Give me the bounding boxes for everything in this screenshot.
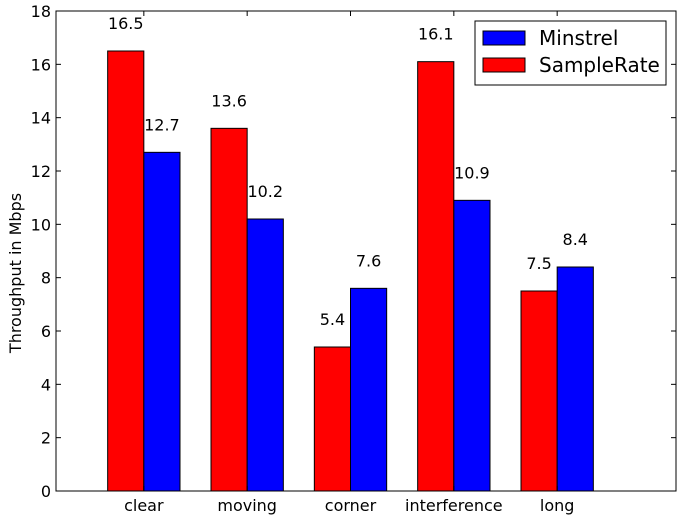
y-tick-label: 4 <box>41 375 51 394</box>
data-label-samplerate-moving: 13.6 <box>211 91 247 110</box>
data-label-minstrel-moving: 10.2 <box>247 182 283 201</box>
data-label-samplerate-clear: 16.5 <box>108 14 144 33</box>
y-tick-label: 2 <box>41 429 51 448</box>
x-tick-label-interference: interference <box>405 496 503 515</box>
y-tick-label: 0 <box>41 482 51 501</box>
legend-label-samplerate: SampleRate <box>539 53 660 77</box>
data-labels: 16.5 13.6 5.4 16.1 7.5 12.7 10.2 7.6 10.9 8.4 <box>108 14 588 329</box>
data-label-samplerate-corner: 5.4 <box>320 310 345 329</box>
bar-minstrel-clear <box>143 151 181 492</box>
bar-minstrel-moving <box>246 218 284 492</box>
x-tick-label-corner: corner <box>325 496 377 515</box>
legend-label-minstrel: Minstrel <box>539 26 618 50</box>
y-tick-label: 14 <box>31 109 51 128</box>
y-tick-label: 12 <box>31 162 51 181</box>
bar-samplerate-interference <box>417 61 455 492</box>
y-axis-title: Throughput in Mbps <box>6 193 25 354</box>
x-tick-label-moving: moving <box>217 496 277 515</box>
y-tick-label: 6 <box>41 322 51 341</box>
y-axis: 0 2 4 6 8 10 12 14 16 18 <box>31 2 676 501</box>
x-tick-label-clear: clear <box>124 496 164 515</box>
legend-swatch-samplerate <box>482 57 526 73</box>
bar-samplerate-moving <box>210 127 248 492</box>
data-label-minstrel-interference: 10.9 <box>454 163 490 182</box>
x-tick-label-long: long <box>540 496 575 515</box>
data-label-minstrel-clear: 12.7 <box>144 115 180 134</box>
y-tick-label: 16 <box>31 55 51 74</box>
data-label-samplerate-long: 7.5 <box>526 254 551 273</box>
data-label-samplerate-interference: 16.1 <box>418 25 454 44</box>
y-tick-label: 18 <box>31 2 51 21</box>
legend-swatch-minstrel <box>482 30 526 46</box>
data-label-minstrel-long: 8.4 <box>563 230 588 249</box>
data-label-minstrel-corner: 7.6 <box>356 251 381 270</box>
bar-samplerate-corner <box>313 346 352 492</box>
y-tick-label: 10 <box>31 215 51 234</box>
bars <box>107 50 594 492</box>
y-tick-label: 8 <box>41 269 51 288</box>
x-axis: clear moving corner interference long <box>124 11 574 515</box>
bar-minstrel-interference <box>453 199 491 492</box>
bar-samplerate-clear <box>107 50 145 492</box>
legend: Minstrel SampleRate <box>474 20 667 86</box>
bar-minstrel-long <box>556 266 594 492</box>
bar-minstrel-corner <box>350 287 388 492</box>
bar-samplerate-long <box>520 290 558 492</box>
